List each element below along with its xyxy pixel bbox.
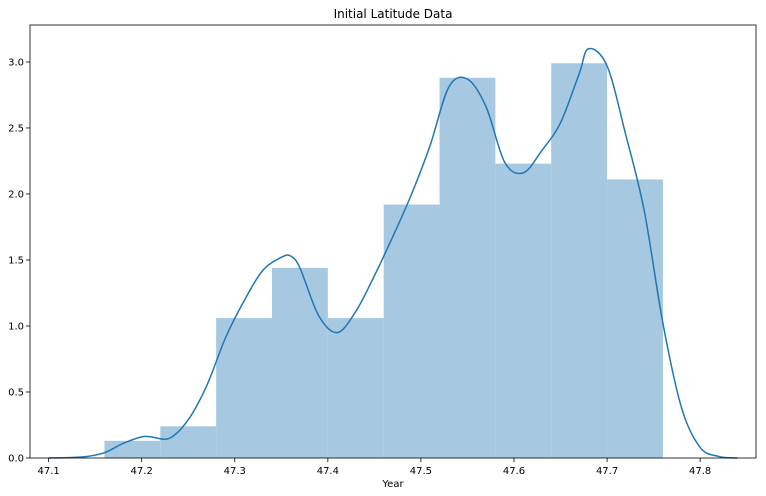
kde-curve <box>48 47 738 459</box>
x-axis: 47.1 47.2 47.3 47.4 47.5 47.6 47.7 47.8 <box>37 458 711 477</box>
x-tick-label: 47.8 <box>689 466 711 477</box>
y-axis: 0.0 0.5 1.0 1.5 2.0 2.5 3.0 <box>8 57 30 465</box>
histogram-bar <box>607 179 663 458</box>
y-tick-label: 0.5 <box>8 387 24 398</box>
histogram-bars <box>104 63 663 459</box>
x-tick-label: 47.5 <box>410 466 432 477</box>
histogram-bar <box>495 163 552 459</box>
histogram-bar <box>439 77 496 459</box>
x-tick-label: 47.1 <box>37 466 59 477</box>
y-tick-label: 1.5 <box>8 255 24 266</box>
histogram-bar <box>272 267 328 458</box>
histogram-bar <box>216 318 272 458</box>
x-axis-label: Year <box>381 479 404 490</box>
histogram-bar <box>160 426 217 458</box>
chart-title: Initial Latitude Data <box>334 7 453 21</box>
histogram-bar <box>383 204 440 458</box>
y-tick-label: 3.0 <box>8 57 24 68</box>
histogram-bar <box>551 63 608 458</box>
x-tick-label: 47.6 <box>503 466 525 477</box>
x-tick-label: 47.3 <box>224 466 246 477</box>
y-tick-label: 2.5 <box>8 123 24 134</box>
x-tick-label: 47.2 <box>131 466 153 477</box>
histogram-bar <box>327 318 384 458</box>
y-tick-label: 1.0 <box>8 321 24 332</box>
x-tick-label: 47.4 <box>317 466 339 477</box>
x-tick-label: 47.7 <box>596 466 618 477</box>
plot-frame <box>29 24 757 459</box>
y-tick-label: 0.0 <box>8 454 24 465</box>
y-tick-label: 2.0 <box>8 189 24 200</box>
